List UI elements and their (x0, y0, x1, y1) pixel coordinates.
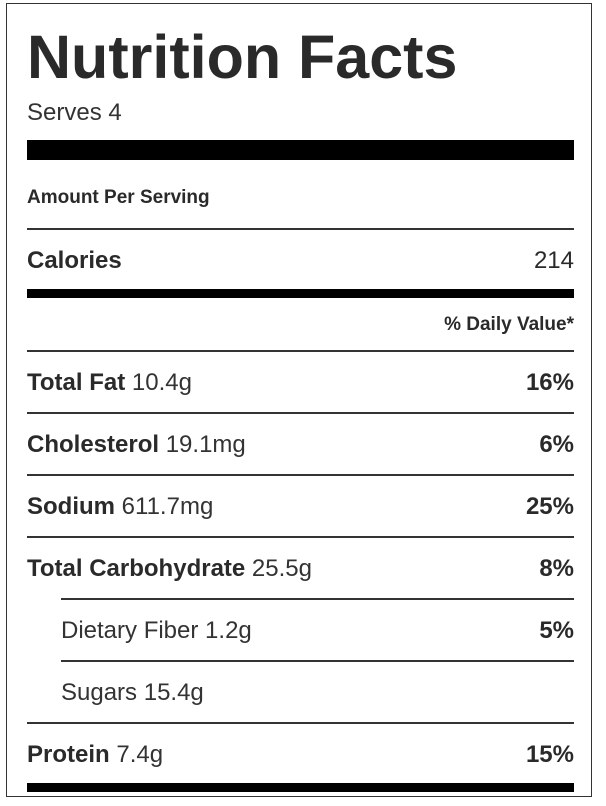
daily-value-header: % Daily Value* (444, 314, 574, 335)
calories-label: Calories (27, 247, 122, 274)
nutrient-row-cholesterol: Cholesterol 19.1mg (27, 430, 246, 460)
nutrient-row-dietary-fiber: Dietary Fiber 1.2g (61, 616, 252, 646)
nutrient-amount: 25.5g (251, 555, 312, 582)
divider (27, 228, 574, 230)
thick-divider-top (27, 140, 574, 160)
nutrient-amount: 15.4g (143, 679, 204, 706)
nutrient-label: Total Carbohydrate (27, 555, 246, 582)
nutrient-row-protein: Protein 7.4g (27, 740, 163, 770)
nutrient-daily-value: 8% (539, 555, 574, 582)
nutrient-amount: 611.7mg (121, 493, 214, 520)
divider (27, 722, 574, 724)
nutrient-row-total-fat: Total Fat 10.4g (27, 368, 192, 398)
nutrient-daily-value: 5% (539, 617, 574, 644)
calories-value: 214 (533, 247, 574, 274)
divider (27, 536, 574, 538)
nutrition-facts-panel (6, 3, 592, 797)
nutrient-row-sugars: Sugars 15.4g (61, 678, 204, 708)
nutrient-label: Total Fat (27, 369, 126, 396)
calories-row: Calories (27, 246, 122, 276)
nutrient-amount: 19.1mg (165, 431, 246, 458)
divider (27, 350, 574, 352)
medium-divider-bottom (27, 783, 574, 792)
divider (61, 660, 574, 662)
nutrient-amount: 7.4g (116, 741, 164, 768)
nutrient-daily-value: 25% (525, 493, 574, 520)
medium-divider (27, 289, 574, 298)
nutrient-label: Sugars (61, 679, 138, 706)
nutrient-label: Sodium (27, 493, 115, 520)
amount-per-serving-label: Amount Per Serving (27, 187, 210, 208)
divider (61, 598, 574, 600)
nutrient-row-sodium: Sodium 611.7mg (27, 492, 213, 522)
nutrient-amount: 10.4g (131, 369, 192, 396)
nutrient-daily-value: 6% (539, 431, 574, 458)
divider (27, 474, 574, 476)
nutrient-label: Cholesterol (27, 431, 160, 458)
nutrient-daily-value: 15% (525, 741, 574, 768)
nutrient-row-total-carbohydrate: Total Carbohydrate 25.5g (27, 554, 312, 584)
nutrient-daily-value: 16% (525, 369, 574, 396)
nutrition-title: Nutrition Facts (27, 23, 458, 91)
servings-text: Serves 4 (27, 99, 122, 126)
divider (27, 412, 574, 414)
nutrient-label: Protein (27, 741, 110, 768)
nutrient-amount: 1.2g (205, 617, 252, 644)
nutrient-label: Dietary Fiber (61, 617, 199, 644)
